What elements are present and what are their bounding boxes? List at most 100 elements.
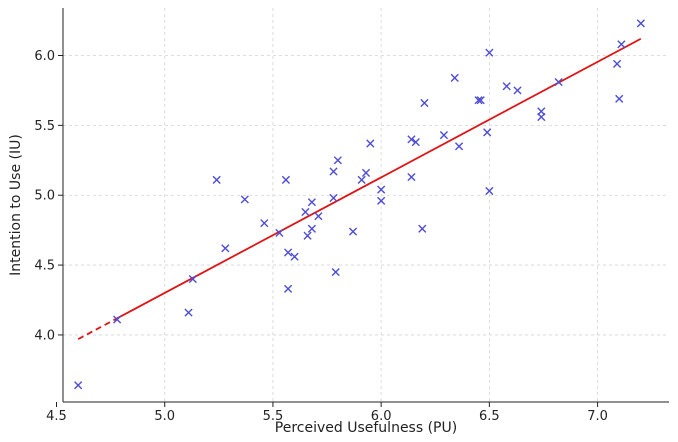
data-point-stroke <box>418 224 427 233</box>
data-point-stroke <box>439 131 449 140</box>
data-point-stroke <box>617 40 626 49</box>
data-point <box>502 82 511 91</box>
data-point <box>314 212 323 221</box>
data-point-stroke <box>188 274 197 284</box>
data-point <box>454 142 464 151</box>
data-point <box>307 198 316 207</box>
data-point <box>113 315 122 324</box>
x-tick-label: 5.0 <box>154 409 175 424</box>
data-point <box>407 172 416 182</box>
data-point <box>348 227 358 236</box>
data-point <box>366 139 375 148</box>
data-point-stroke <box>329 193 338 203</box>
x-tick-label: 4.5 <box>46 409 67 424</box>
data-point-stroke <box>513 86 522 95</box>
data-point-stroke <box>307 198 316 207</box>
data-point <box>636 19 645 28</box>
y-axis-title: Intention to Use (IU) <box>8 134 24 276</box>
data-point-stroke <box>221 244 230 253</box>
data-point-stroke <box>212 175 221 184</box>
data-point <box>329 167 338 176</box>
data-point <box>450 73 459 82</box>
data-point <box>537 112 546 122</box>
data-point <box>260 219 269 228</box>
data-point-stroke <box>420 98 429 108</box>
data-point <box>357 175 366 184</box>
data-point <box>188 274 197 284</box>
regression-line-group <box>77 37 642 340</box>
data-point <box>184 308 193 317</box>
data-point <box>411 138 420 147</box>
y-tick-label: 4.0 <box>34 328 55 343</box>
data-point-stroke <box>333 156 342 165</box>
data-point-stroke <box>615 94 624 103</box>
data-point-stroke <box>331 267 340 277</box>
y-tick-label: 5.5 <box>34 119 55 134</box>
data-point-stroke <box>283 284 293 293</box>
data-point-stroke <box>407 135 416 144</box>
y-tick-label: 6.0 <box>34 49 55 64</box>
x-tick-label: 7.0 <box>587 409 608 424</box>
data-point <box>331 267 340 277</box>
grid <box>63 8 669 402</box>
data-point <box>377 196 386 205</box>
data-point <box>612 59 622 68</box>
data-point-stroke <box>329 167 338 176</box>
data-point <box>474 96 483 105</box>
data-point <box>212 175 221 184</box>
data-point-stroke <box>307 224 316 233</box>
x-axis-title: Perceived Usefulness (PU) <box>275 420 457 436</box>
y-tick-label: 4.5 <box>34 259 55 274</box>
data-point <box>485 48 494 57</box>
data-points <box>74 19 645 390</box>
data-point <box>74 381 83 390</box>
data-point-stroke <box>113 315 122 324</box>
data-point-stroke <box>303 231 312 240</box>
tick-labels: 4.5 5.0 5.5 6.0 6.5 7.0 4.0 4.5 5.0 5.5 6.0 <box>34 49 608 424</box>
data-point <box>329 193 338 203</box>
data-point-stroke <box>474 96 483 105</box>
data-point-stroke <box>636 19 645 28</box>
data-point <box>615 94 624 103</box>
data-point-stroke <box>290 252 299 261</box>
data-point-stroke <box>612 59 622 68</box>
data-point <box>377 185 386 194</box>
data-point <box>221 244 230 253</box>
axes <box>62 8 669 403</box>
data-point-stroke <box>366 139 375 148</box>
data-point <box>554 77 563 87</box>
data-point <box>333 156 342 165</box>
data-point-stroke <box>281 175 291 184</box>
data-point-stroke <box>361 168 371 177</box>
data-point-stroke <box>485 186 494 196</box>
data-point <box>418 224 427 233</box>
data-point <box>476 96 485 105</box>
data-point-stroke <box>275 228 284 238</box>
data-point-stroke <box>301 207 310 217</box>
data-point <box>301 207 310 217</box>
data-point-stroke <box>554 77 563 87</box>
data-point <box>281 175 291 184</box>
data-point-stroke <box>483 128 492 137</box>
data-point-stroke <box>450 73 459 82</box>
data-point-stroke <box>411 138 420 147</box>
data-point-stroke <box>283 248 293 257</box>
data-point-stroke <box>260 219 269 228</box>
x-tick-label: 5.5 <box>263 409 284 424</box>
data-point-stroke <box>377 185 386 194</box>
data-point-stroke <box>502 82 511 91</box>
data-point-stroke <box>184 308 193 317</box>
data-point <box>513 86 522 95</box>
data-point-stroke <box>454 142 464 151</box>
x-tick-label: 6.5 <box>479 409 500 424</box>
data-point-stroke <box>357 175 366 184</box>
data-point <box>485 186 494 196</box>
data-point <box>290 252 299 261</box>
data-point <box>307 224 316 233</box>
data-point <box>420 98 429 108</box>
x-tick-label: 6.0 <box>371 409 392 424</box>
data-point <box>283 248 293 257</box>
regression-line <box>116 37 642 320</box>
